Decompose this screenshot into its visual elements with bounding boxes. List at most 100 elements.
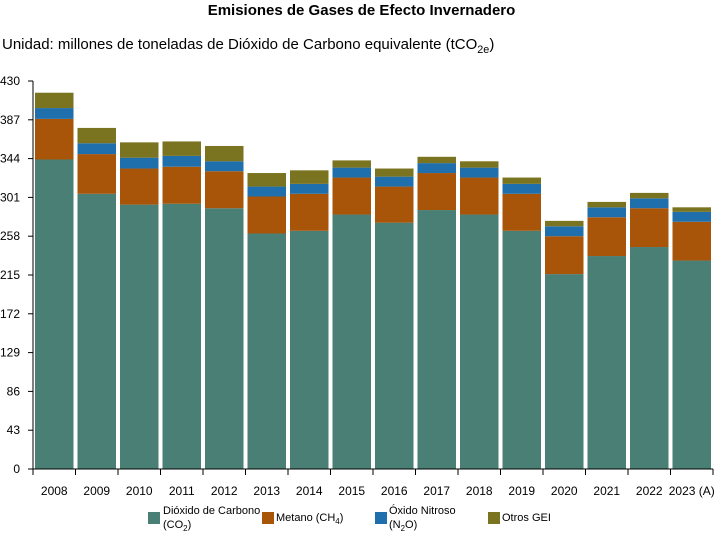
bar-2022-s1 <box>630 208 669 248</box>
bar-2014-s3 <box>290 170 329 184</box>
bar-2014-s0 <box>290 230 329 469</box>
bar-2014-s2 <box>290 183 329 194</box>
x-tick-label: 2012 <box>211 484 238 498</box>
bar-2021-s1 <box>587 217 626 257</box>
x-tick-label: 2018 <box>466 484 493 498</box>
bar-2014-s1 <box>290 193 329 231</box>
x-tick-label: 2014 <box>296 484 323 498</box>
bar-2009-s3 <box>77 127 116 144</box>
bar-2016-s3 <box>375 168 414 177</box>
legend-swatch-co2 <box>148 512 160 524</box>
bar-2012-s2 <box>205 161 244 172</box>
y-tick-label: 258 <box>0 229 20 243</box>
y-tick-label: 301 <box>0 190 20 204</box>
x-tick-label: 2009 <box>83 484 110 498</box>
bar-2010-s1 <box>120 168 159 205</box>
bar-2023A-s3 <box>672 207 711 212</box>
bar-2022-s3 <box>630 192 669 199</box>
bar-2023A-s0 <box>672 260 711 469</box>
y-tick-label: 43 <box>7 423 21 437</box>
bar-2017-s0 <box>417 210 456 469</box>
bar-2010-s3 <box>120 142 159 158</box>
bar-2009-s2 <box>77 143 116 155</box>
bar-2019-s0 <box>502 230 541 469</box>
legend-label-ch4: Metano (CH4) <box>276 512 344 526</box>
bar-2012-s3 <box>205 145 244 162</box>
bar-2020-s3 <box>545 220 584 227</box>
bar-2021-s3 <box>587 201 626 208</box>
x-tick-label: 2011 <box>169 484 195 498</box>
x-tick-label: 2016 <box>381 484 408 498</box>
bar-2018-s0 <box>460 214 499 469</box>
bar-2019-s3 <box>502 177 541 184</box>
bar-2010-s0 <box>120 204 159 470</box>
bar-2015-s3 <box>332 160 371 168</box>
bar-2018-s3 <box>460 161 499 168</box>
x-tick-label: 2023 (A) <box>669 484 715 498</box>
legend-swatch-otros <box>488 512 500 524</box>
bar-2013-s1 <box>247 196 286 234</box>
bar-2012-s0 <box>205 208 244 469</box>
bar-2011-s2 <box>162 155 201 167</box>
y-tick-label: 430 <box>0 74 20 88</box>
chart-title: Emisiones de Gases de Efecto Invernadero <box>207 2 516 19</box>
x-tick-label: 2017 <box>423 484 450 498</box>
x-tick-label: 2013 <box>253 484 280 498</box>
bar-2021-s0 <box>587 256 626 469</box>
bar-2016-s0 <box>375 222 414 469</box>
bar-2023A-s1 <box>672 221 711 261</box>
subtitle-close: ) <box>489 36 495 53</box>
y-tick-label: 129 <box>0 346 20 360</box>
y-tick-label: 215 <box>0 268 20 282</box>
bar-2017-s1 <box>417 173 456 211</box>
bar-2011-s3 <box>162 141 201 156</box>
bar-2013-s0 <box>247 233 286 469</box>
legend-swatch-ch4 <box>262 512 274 524</box>
x-tick-label: 2022 <box>636 484 663 498</box>
bar-2020-s0 <box>545 274 584 469</box>
y-tick-label: 387 <box>0 113 20 127</box>
x-tick-label: 2008 <box>41 484 68 498</box>
x-tick-label: 2021 <box>593 484 620 498</box>
bar-2020-s2 <box>545 226 584 237</box>
bar-2022-s2 <box>630 198 669 209</box>
bar-2008-s0 <box>35 159 74 469</box>
bar-2010-s2 <box>120 157 159 169</box>
bar-2015-s1 <box>332 177 371 215</box>
legend-label-otros: Otros GEI <box>502 512 551 524</box>
bar-2022-s0 <box>630 247 669 469</box>
chart-subtitle: Unidad: millones de toneladas de Dióxido… <box>2 36 495 56</box>
bar-2017-s2 <box>417 163 456 174</box>
bar-2018-s2 <box>460 167 499 178</box>
legend-label-n2o: Óxido Nitroso (N2O) <box>389 505 456 533</box>
bar-2009-s0 <box>77 193 116 469</box>
subtitle-subscript: 2e <box>477 43 490 56</box>
x-tick-label: 2019 <box>508 484 535 498</box>
bar-2008-s3 <box>35 92 74 109</box>
legend-label-co2: Dióxido de Carbono (CO2) <box>163 505 261 533</box>
bar-2008-s1 <box>35 118 74 160</box>
bar-2012-s1 <box>205 171 244 209</box>
bar-2011-s0 <box>162 203 201 469</box>
x-tick-label: 2015 <box>338 484 365 498</box>
bar-2023A-s2 <box>672 211 711 222</box>
bar-2020-s1 <box>545 236 584 275</box>
bar-2017-s3 <box>417 156 456 164</box>
y-tick-label: 172 <box>0 307 20 321</box>
bar-2008-s2 <box>35 108 74 119</box>
bar-2011-s1 <box>162 166 201 204</box>
y-tick-label: 344 <box>0 152 20 166</box>
bar-2013-s2 <box>247 186 286 197</box>
subtitle-text: Unidad: millones de toneladas de Dióxido… <box>2 36 478 53</box>
bar-2015-s2 <box>332 167 371 178</box>
x-tick-label: 2010 <box>126 484 153 498</box>
bar-2021-s2 <box>587 207 626 218</box>
bar-2019-s1 <box>502 193 541 231</box>
y-tick-label: 0 <box>13 462 20 476</box>
bar-2016-s2 <box>375 176 414 187</box>
y-tick-label: 86 <box>7 384 21 398</box>
legend-swatch-n2o <box>375 512 387 524</box>
x-tick-label: 2020 <box>551 484 578 498</box>
bar-2018-s1 <box>460 177 499 215</box>
